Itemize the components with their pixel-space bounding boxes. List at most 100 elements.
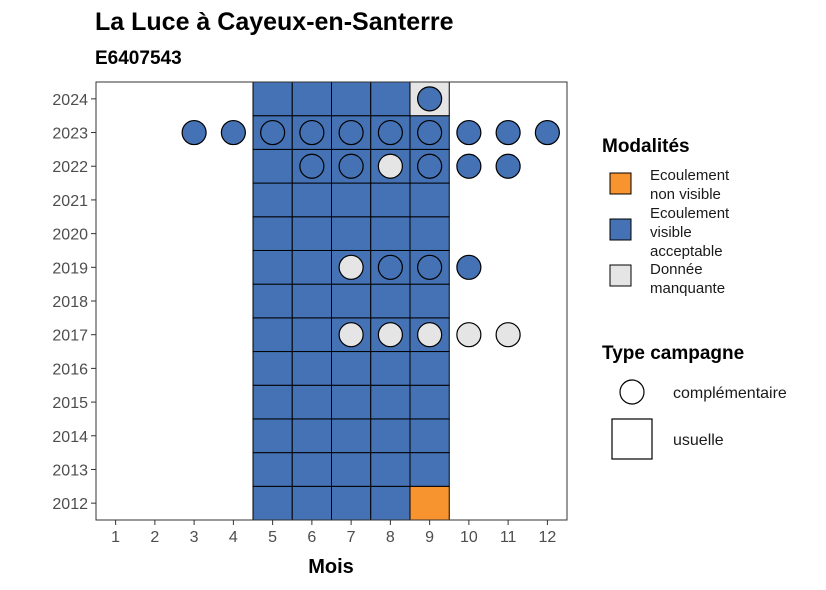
x-axis-title: Mois <box>308 556 354 578</box>
complementaire-point <box>495 322 521 348</box>
usuelle-cell <box>291 182 332 218</box>
x-tick-label: 9 <box>425 529 434 546</box>
usuelle-cells <box>252 81 450 521</box>
complementaire-point <box>417 322 443 348</box>
usuelle-cell <box>252 216 293 251</box>
usuelle-cell <box>370 216 411 251</box>
usuelle-cell <box>409 384 450 420</box>
legend-label: usuelle <box>673 432 724 449</box>
complementaire-point <box>534 119 560 146</box>
usuelle-cell <box>331 485 372 521</box>
x-tick-label: 4 <box>229 529 238 546</box>
usuelle-cell <box>252 182 293 218</box>
usuelle-cell <box>331 452 372 487</box>
usuelle-cell <box>252 351 293 386</box>
complementaire-point <box>456 119 482 146</box>
usuelle-cell <box>291 81 332 117</box>
complementaire-point <box>377 322 403 348</box>
usuelle-cell <box>291 384 332 420</box>
complementaire-point <box>417 254 443 280</box>
complementaire-point <box>417 153 443 179</box>
usuelle-cell <box>252 249 293 285</box>
y-tick-label: 2016 <box>52 361 88 378</box>
x-tick-label: 7 <box>347 529 356 546</box>
y-tick-label: 2012 <box>52 496 88 513</box>
complementaire-point <box>181 119 207 146</box>
usuelle-cell <box>291 418 332 454</box>
usuelle-cell <box>331 418 372 454</box>
x-tick-label: 6 <box>307 529 316 546</box>
usuelle-cell <box>252 148 293 184</box>
x-tick-label: 10 <box>460 529 478 546</box>
usuelle-cell <box>252 317 293 353</box>
complementaire-point <box>456 254 482 280</box>
x-tick-label: 8 <box>386 529 395 546</box>
usuelle-cell <box>252 81 293 117</box>
usuelle-cell <box>370 452 411 487</box>
legend-key <box>609 172 632 195</box>
legend-label: manquante <box>650 280 725 297</box>
y-tick-label: 2021 <box>52 193 88 210</box>
usuelle-cell <box>252 384 293 420</box>
y-tick-label: 2024 <box>52 92 88 109</box>
usuelle-cell <box>409 485 450 521</box>
legend-square-key <box>611 418 653 460</box>
complementaire-point <box>377 254 403 280</box>
usuelle-cell <box>370 283 411 319</box>
complementaire-point <box>338 254 364 280</box>
complementaire-point <box>299 119 325 146</box>
x-tick-label: 5 <box>268 529 277 546</box>
y-tick-label: 2013 <box>52 462 88 479</box>
usuelle-cell <box>252 452 293 487</box>
legend-label: non visible <box>650 186 721 203</box>
x-tick-label: 2 <box>150 529 159 546</box>
legend-key <box>609 264 632 287</box>
usuelle-cell <box>409 283 450 319</box>
legend-label: Ecoulement <box>650 205 730 222</box>
usuelle-cell <box>409 182 450 218</box>
usuelle-cell <box>370 418 411 454</box>
usuelle-cell <box>409 216 450 251</box>
complementaire-point <box>377 153 403 179</box>
y-tick-label: 2020 <box>52 227 88 244</box>
complementaire-point <box>338 322 364 348</box>
complementaire-point <box>495 153 521 179</box>
legend-label: Ecoulement <box>650 167 730 184</box>
complementaire-point <box>456 153 482 179</box>
complementaire-point <box>495 119 521 146</box>
complementaire-point <box>299 153 325 179</box>
usuelle-cell <box>409 452 450 487</box>
complementaire-point <box>338 119 364 146</box>
y-tick-label: 2018 <box>52 294 88 311</box>
usuelle-cell <box>331 216 372 251</box>
usuelle-cell <box>291 485 332 521</box>
legend-label: Donnée <box>650 261 703 278</box>
usuelle-cell <box>331 182 372 218</box>
usuelle-cell <box>291 283 332 319</box>
y-tick-label: 2014 <box>52 429 88 446</box>
legend-label: complémentaire <box>673 385 787 402</box>
usuelle-cell <box>291 216 332 251</box>
chart-title: La Luce à Cayeux-en-Santerre <box>95 8 454 36</box>
complementaire-point <box>260 119 286 146</box>
usuelle-cell <box>370 485 411 521</box>
usuelle-cell <box>291 452 332 487</box>
legend-key <box>609 218 632 241</box>
y-tick-label: 2023 <box>52 126 88 143</box>
legend-circle-key <box>619 379 645 405</box>
usuelle-cell <box>331 351 372 386</box>
y-tick-label: 2019 <box>52 260 88 277</box>
complementaire-point <box>417 86 443 112</box>
usuelle-cell <box>370 351 411 386</box>
complementaire-point <box>220 119 246 146</box>
legend-title-type-campagne: Type campagne <box>602 343 744 364</box>
complementaire-point <box>377 119 403 146</box>
legend: Modalités Ecoulement non visible Ecoulemen… <box>602 136 787 460</box>
usuelle-cell <box>331 384 372 420</box>
y-tick-label: 2015 <box>52 395 88 412</box>
x-tick-label: 11 <box>500 529 517 546</box>
usuelle-cell <box>331 81 372 117</box>
complementaire-points <box>181 86 560 348</box>
legend-title-modalites: Modalités <box>602 136 690 157</box>
complementaire-point <box>417 119 443 146</box>
